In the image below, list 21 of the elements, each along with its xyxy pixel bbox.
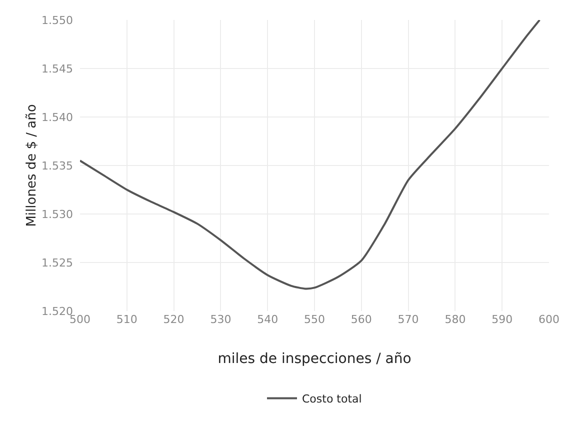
x-tick-label: 550 <box>304 313 325 326</box>
y-tick-label: 1.535 <box>42 159 73 172</box>
y-tick-label: 1.540 <box>42 110 73 124</box>
y-axis-title: Millones de $ / año <box>24 104 40 227</box>
y-tick-label: 1.525 <box>42 256 73 270</box>
x-tick-label: 500 <box>70 313 90 326</box>
line-series <box>80 20 541 290</box>
x-tick-label: 520 <box>163 313 184 326</box>
x-axis-title: miles de inspecciones / año <box>218 351 412 367</box>
x-tick-label: 580 <box>444 313 466 326</box>
y-tick-label: 1.530 <box>42 208 73 221</box>
legend-label: Costo total <box>302 392 362 406</box>
y-tick-label: 1.545 <box>42 62 73 76</box>
x-tick-label: 540 <box>257 313 278 326</box>
x-tick-label: 510 <box>116 313 138 326</box>
x-tick-label: 570 <box>398 313 419 326</box>
x-tick-label: 530 <box>210 313 232 326</box>
x-tick-label: 560 <box>350 313 372 326</box>
y-tick-label: 1.550 <box>42 14 73 27</box>
x-tick-label: 590 <box>492 313 513 326</box>
x-tick-label: 600 <box>538 313 560 326</box>
